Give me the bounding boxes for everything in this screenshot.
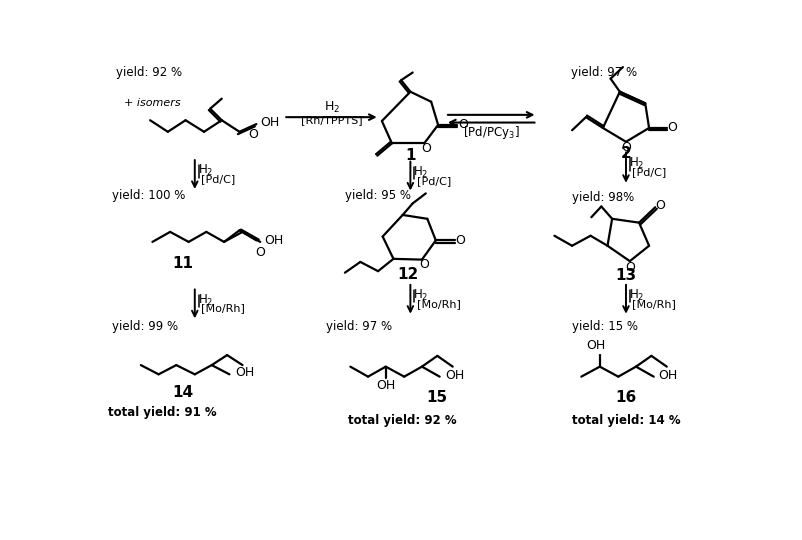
Text: O: O: [455, 234, 465, 247]
Text: [Mo/Rh]: [Mo/Rh]: [200, 303, 245, 314]
Text: [Rh/TPPTS]: [Rh/TPPTS]: [301, 115, 363, 125]
Text: OH: OH: [585, 339, 605, 353]
Text: 16: 16: [614, 390, 636, 405]
Text: OH: OH: [444, 369, 464, 382]
Text: O: O: [419, 259, 428, 272]
Text: yield: 92 %: yield: 92 %: [116, 66, 182, 79]
Text: H$_2$: H$_2$: [413, 165, 428, 180]
Text: yield: 98%: yield: 98%: [571, 191, 634, 204]
Text: [Mo/Rh]: [Mo/Rh]: [631, 299, 675, 309]
Text: 14: 14: [172, 384, 193, 400]
Text: 15: 15: [426, 390, 448, 405]
Text: O: O: [255, 246, 265, 259]
Text: OH: OH: [375, 380, 395, 393]
Text: OH: OH: [260, 116, 279, 129]
Text: [Pd/C]: [Pd/C]: [200, 174, 235, 184]
Text: total yield: 91 %: total yield: 91 %: [108, 406, 217, 420]
Text: H$_2$: H$_2$: [197, 163, 213, 178]
Text: O: O: [620, 141, 630, 154]
Text: O: O: [248, 127, 258, 140]
Text: yield: 15 %: yield: 15 %: [571, 320, 638, 333]
Text: [Pd/C]: [Pd/C]: [416, 176, 450, 186]
Text: O: O: [457, 118, 467, 131]
Text: OH: OH: [264, 234, 283, 247]
Text: 13: 13: [614, 267, 636, 282]
Text: OH: OH: [234, 366, 253, 379]
Text: yield: 97 %: yield: 97 %: [570, 66, 636, 79]
Text: H$_2$: H$_2$: [323, 100, 339, 116]
Text: O: O: [624, 261, 634, 274]
Text: 12: 12: [397, 267, 418, 282]
Text: H$_2$: H$_2$: [628, 288, 644, 303]
Text: [Pd/PCy$_3$]: [Pd/PCy$_3$]: [462, 124, 519, 141]
Text: H$_2$: H$_2$: [628, 156, 644, 171]
Text: [Pd/C]: [Pd/C]: [631, 167, 666, 177]
Text: yield: 95 %: yield: 95 %: [345, 189, 411, 202]
Text: yield: 99 %: yield: 99 %: [111, 320, 177, 333]
Text: [Mo/Rh]: [Mo/Rh]: [416, 299, 460, 309]
Text: + isomers: + isomers: [124, 98, 180, 109]
Text: 1: 1: [405, 148, 415, 163]
Text: O: O: [666, 122, 676, 134]
Text: yield: 100 %: yield: 100 %: [111, 189, 184, 202]
Text: H$_2$: H$_2$: [197, 293, 213, 308]
Text: total yield: 92 %: total yield: 92 %: [348, 414, 456, 427]
Text: 2: 2: [620, 146, 630, 161]
Text: OH: OH: [658, 369, 677, 382]
Text: yield: 97 %: yield: 97 %: [326, 320, 391, 333]
Text: 11: 11: [172, 256, 193, 271]
Text: O: O: [420, 142, 430, 155]
Text: H$_2$: H$_2$: [413, 288, 428, 303]
Text: O: O: [654, 199, 664, 212]
Text: total yield: 14 %: total yield: 14 %: [571, 414, 679, 427]
